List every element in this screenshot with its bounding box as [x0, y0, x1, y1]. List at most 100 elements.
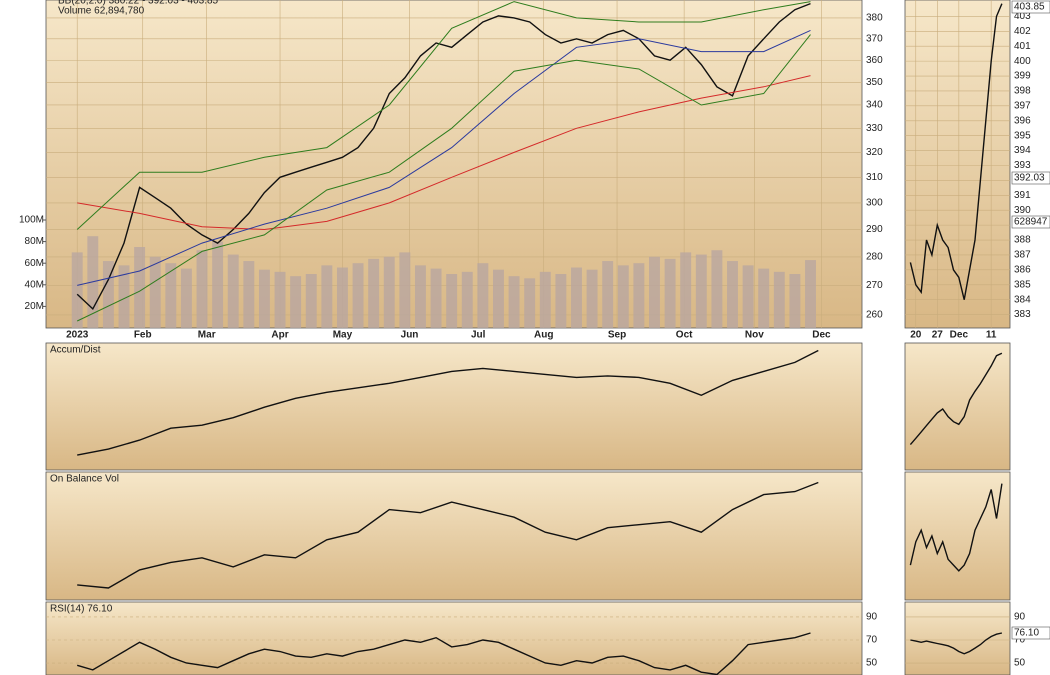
volume-bar — [336, 267, 348, 328]
series-line — [77, 349, 819, 456]
volume-bar — [71, 252, 83, 328]
y-tick-label: 70 — [866, 635, 878, 646]
volume-bar — [321, 265, 333, 328]
series-line — [76, 1, 811, 230]
y-tick-label: 399 — [1014, 71, 1031, 82]
volume-bar — [649, 256, 660, 328]
volume-bar — [274, 271, 286, 328]
series-line — [909, 352, 1003, 446]
x-tick-label: 27 — [932, 330, 944, 341]
annotation: 392.03 — [1014, 173, 1045, 184]
y-tick-label: 360 — [866, 55, 883, 66]
volume-bar — [305, 273, 317, 328]
panel — [45, 342, 863, 471]
y-tick-label: 393 — [1014, 160, 1031, 171]
series-line — [77, 75, 811, 231]
y-tick-label: 310 — [866, 172, 883, 183]
y-tick-label: 260 — [866, 310, 883, 321]
y-tick-label: 387 — [1014, 250, 1031, 261]
x-tick-label: Aug — [534, 330, 553, 341]
x-tick-label: 20 — [910, 330, 922, 341]
y-tick-label: 300 — [866, 198, 883, 209]
y-tick-label: 384 — [1014, 294, 1031, 305]
volume-bar — [165, 263, 177, 328]
volume-bar — [664, 258, 676, 328]
y-tick-label: 280 — [866, 252, 883, 263]
y-tick-label: 270 — [866, 280, 883, 291]
panel — [904, 342, 1011, 471]
y-tick-label: 397 — [1014, 100, 1031, 111]
y-tick-label: 386 — [1014, 264, 1031, 275]
x-tick-label: Nov — [745, 330, 764, 341]
panel — [45, 471, 863, 601]
x-tick-label: 11 — [986, 330, 997, 341]
volume-bar — [399, 252, 411, 328]
volume-bar — [243, 261, 255, 328]
annotation-box — [1011, 626, 1050, 640]
y-tick-label: 340 — [866, 100, 883, 111]
volume-bar — [571, 267, 582, 328]
volume-bar — [727, 261, 738, 328]
y-tick-label: 380 — [866, 13, 883, 24]
volume-bar — [446, 273, 458, 328]
annotation: 628947 — [1014, 217, 1048, 228]
y-tick-label: 320 — [866, 147, 883, 158]
series-line — [909, 483, 1003, 572]
x-tick-label: Apr — [271, 330, 288, 341]
annotation: 76.10 — [1014, 628, 1039, 639]
volume-bar — [352, 263, 364, 328]
volume-bar — [524, 278, 536, 328]
y-tick-label: 350 — [866, 77, 883, 88]
y-tick-label: 50 — [1014, 658, 1026, 669]
volume-bar — [633, 263, 645, 328]
x-tick-label: Sep — [608, 330, 626, 341]
panel — [904, 0, 1011, 329]
volume-bar — [758, 268, 770, 328]
series-line — [76, 2, 811, 311]
y-tick-label: 400 — [1014, 56, 1031, 67]
y-tick-label: 388 — [1014, 235, 1031, 246]
volume-bar — [118, 265, 130, 328]
series-line — [77, 632, 811, 675]
x-tick-label: Jun — [401, 330, 419, 341]
annotation: 403.85 — [1014, 2, 1045, 13]
x-tick-label: Mar — [198, 330, 216, 341]
y-tick-label: 290 — [866, 224, 883, 235]
volume-bar — [602, 261, 614, 328]
volume-bar — [586, 269, 598, 328]
y-tick-label: 70 — [1014, 635, 1026, 646]
volume-bar — [290, 276, 302, 328]
volume-bar — [617, 265, 629, 328]
y-tick-label: 50 — [866, 658, 878, 669]
volume-bar — [493, 269, 504, 328]
x-tick-label: 2023 — [66, 330, 89, 341]
volume-bar — [227, 254, 239, 328]
volume-bar — [180, 268, 192, 328]
x-tick-label: Jul — [471, 330, 486, 341]
y-tick-label: 390 — [1014, 205, 1031, 216]
y-tick-label: 391 — [1014, 190, 1031, 201]
y-tick-label: 396 — [1014, 115, 1031, 126]
volume-bar — [680, 252, 692, 328]
x-tick-label: May — [333, 330, 353, 341]
series-line — [77, 29, 811, 286]
volume-tick-label: 40M — [25, 279, 44, 290]
legend-entry: BB(20,2.0) 380.22 - 392.03 - 403.85 — [58, 0, 219, 7]
volume-bar — [212, 241, 224, 328]
volume-bar — [477, 263, 489, 328]
panel — [904, 471, 1011, 601]
volume-bar — [258, 269, 270, 328]
series-line — [77, 481, 819, 589]
y-tick-label: 398 — [1014, 86, 1031, 97]
y-tick-label: 330 — [866, 123, 883, 134]
y-tick-label: 403 — [1014, 11, 1031, 22]
panel — [904, 601, 1011, 675]
volume-bar — [805, 260, 816, 328]
y-tick-label: 383 — [1014, 309, 1031, 320]
y-tick-label: 385 — [1014, 279, 1031, 290]
x-tick-label: Dec — [950, 330, 969, 341]
volume-bar — [508, 276, 520, 328]
annotation-box — [1011, 215, 1050, 229]
volume-bar — [134, 246, 146, 328]
volume-bar — [149, 256, 161, 328]
